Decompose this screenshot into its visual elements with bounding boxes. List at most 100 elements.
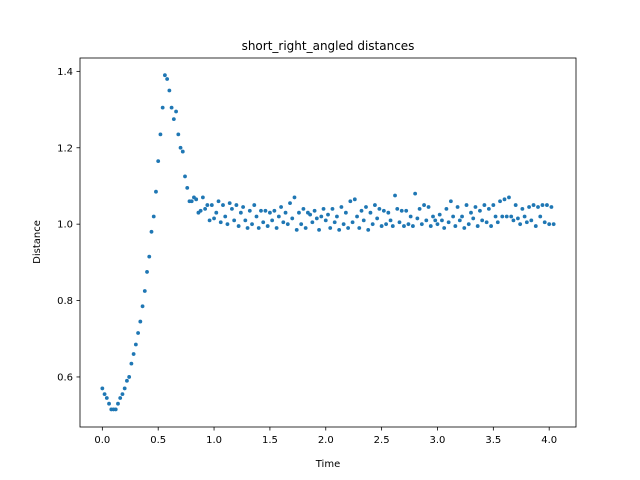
point — [274, 226, 279, 230]
point — [156, 159, 161, 164]
point — [511, 218, 516, 223]
point — [104, 396, 109, 400]
y-axis-label: Distance — [32, 220, 43, 264]
point — [232, 218, 237, 223]
point — [471, 216, 476, 221]
point — [223, 214, 228, 219]
point — [551, 222, 556, 227]
point — [482, 203, 487, 207]
point — [498, 199, 502, 204]
point — [136, 331, 140, 335]
x-tick-label: 1.0 — [206, 435, 222, 446]
point — [120, 392, 125, 397]
point — [268, 210, 272, 215]
point — [473, 205, 478, 209]
point — [388, 218, 393, 223]
point — [281, 220, 286, 225]
point — [495, 220, 500, 225]
point — [310, 220, 315, 225]
point — [203, 206, 208, 211]
x-tick-label: 2.5 — [374, 435, 390, 446]
point — [189, 199, 194, 204]
point — [507, 195, 511, 200]
point — [225, 222, 230, 227]
point — [527, 205, 531, 209]
point — [265, 224, 270, 228]
point — [455, 205, 460, 209]
x-axis-label: Time — [315, 459, 340, 470]
point — [428, 224, 433, 228]
point — [524, 220, 529, 225]
point — [290, 216, 295, 221]
point — [113, 407, 118, 412]
point — [319, 214, 324, 219]
point — [171, 117, 176, 122]
point — [486, 206, 491, 211]
point — [174, 109, 178, 114]
point — [140, 304, 145, 309]
chart-title: short_right_angled distances — [242, 39, 415, 53]
point — [547, 222, 552, 227]
point — [169, 105, 174, 110]
point — [370, 222, 375, 227]
point — [158, 132, 163, 137]
x-tick-label: 0.5 — [150, 435, 166, 446]
point — [147, 254, 152, 259]
point — [118, 396, 123, 400]
point — [424, 218, 429, 223]
point — [536, 205, 540, 209]
x-tick-label: 2.0 — [318, 435, 334, 446]
point — [433, 218, 438, 223]
point — [475, 224, 480, 228]
point — [408, 214, 413, 219]
point — [176, 132, 181, 137]
point — [395, 206, 400, 211]
point — [301, 206, 306, 211]
point — [435, 222, 440, 227]
point — [218, 220, 223, 225]
point — [254, 214, 259, 219]
point — [236, 224, 241, 228]
point — [426, 205, 431, 209]
point — [359, 208, 364, 213]
point — [480, 218, 485, 223]
point — [125, 378, 129, 383]
y-tick-label: 1.4 — [57, 67, 73, 78]
point — [142, 289, 147, 293]
point — [323, 218, 328, 223]
x-tick-label: 3.0 — [430, 435, 446, 446]
point — [431, 214, 435, 219]
point — [509, 214, 514, 219]
x-tick-label: 1.5 — [262, 435, 278, 446]
point — [321, 206, 326, 211]
point — [500, 214, 505, 219]
point — [154, 189, 158, 194]
point — [335, 214, 339, 219]
point — [516, 216, 520, 221]
point — [198, 208, 203, 213]
point — [448, 199, 453, 204]
point — [415, 216, 420, 221]
point — [102, 392, 107, 397]
point — [194, 197, 199, 202]
point — [533, 224, 538, 228]
point — [529, 218, 534, 223]
point — [314, 216, 319, 221]
point — [504, 214, 509, 219]
point — [513, 203, 518, 207]
point — [464, 203, 469, 207]
point — [368, 210, 373, 215]
point — [373, 203, 377, 207]
point — [276, 214, 281, 219]
point — [502, 197, 507, 202]
point — [381, 208, 386, 213]
point — [234, 203, 239, 207]
point — [303, 226, 308, 230]
point — [444, 206, 449, 211]
point — [350, 220, 355, 225]
point — [390, 224, 395, 228]
point — [442, 226, 447, 230]
point — [384, 222, 388, 227]
plot-frame — [79, 57, 577, 428]
